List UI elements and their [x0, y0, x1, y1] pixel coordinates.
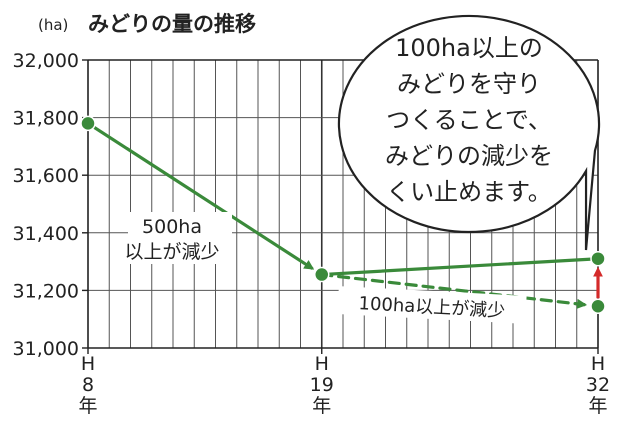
data-point: [590, 250, 606, 267]
x-tick-label: H: [315, 353, 329, 375]
chart-title: みどりの量の推移: [88, 12, 256, 36]
y-tick-label: 31,600: [13, 165, 79, 187]
annotation-decline: 以上が減少: [124, 241, 219, 263]
series: [80, 115, 606, 314]
axes: 31,00031,20031,40031,60031,80032,000H8年H…: [13, 50, 611, 417]
series-line-2: [320, 272, 588, 309]
y-tick-label: 31,400: [13, 223, 79, 245]
callout-line: みどりを守り: [397, 70, 541, 98]
series-line-1: [320, 257, 600, 277]
x-tick-label: 8: [82, 374, 94, 396]
unit-label: (ha): [38, 16, 68, 34]
x-tick-label: H: [591, 353, 605, 375]
x-tick-label: 年: [312, 395, 331, 417]
speech-bubble: [337, 14, 601, 251]
callout-line: くい止めます。: [386, 178, 552, 206]
annotation-backing: [337, 286, 527, 324]
annotation-500ha: 500ha: [142, 216, 202, 238]
callout-line: みどりの減少を: [385, 142, 553, 170]
annotation-backing: [128, 212, 232, 264]
x-tick-label: 19: [310, 374, 334, 396]
x-tick-label: 年: [78, 395, 97, 417]
y-tick-label: 32,000: [13, 50, 79, 72]
y-tick-label: 31,800: [13, 108, 79, 130]
data-point: [80, 115, 96, 132]
y-tick-label: 31,000: [13, 338, 79, 360]
data-point: [314, 266, 330, 283]
data-point: [590, 298, 606, 314]
callout-line: つくることで、: [386, 106, 552, 134]
callout-line: 100ha以上の: [395, 34, 543, 62]
x-tick-label: 年: [588, 395, 607, 417]
series-line-0: [86, 121, 315, 270]
y-tick-label: 31,200: [13, 280, 79, 302]
x-tick-label: H: [81, 353, 95, 375]
x-tick-label: 32: [586, 374, 610, 396]
